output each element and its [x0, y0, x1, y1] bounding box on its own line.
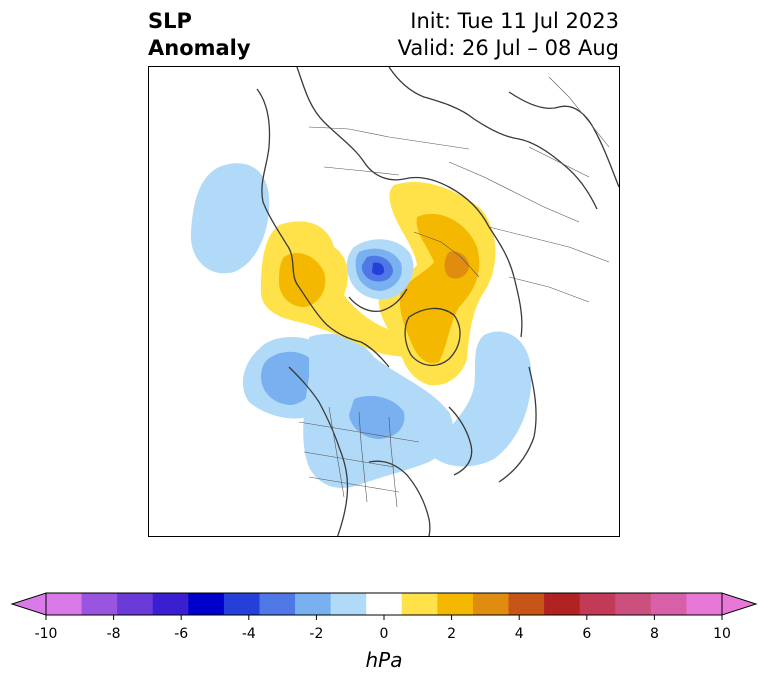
anomaly-neg-atlantic	[429, 331, 532, 467]
colorbar-swatch	[117, 593, 154, 615]
colorbar-swatch	[437, 593, 474, 615]
title-subtitle: Anomaly	[148, 36, 251, 60]
colorbar-swatch	[401, 593, 438, 615]
colorbar-units: hPa	[365, 648, 403, 672]
anomaly-neg-alaska-core	[261, 351, 318, 405]
anomaly-neg-hudson-core	[349, 395, 405, 439]
title-left: SLP Anomaly	[148, 8, 251, 62]
map-panel	[148, 66, 620, 537]
title-variable: SLP	[148, 9, 192, 33]
colorbar-tick-label: 8	[650, 626, 659, 642]
valid-range: Valid: 26 Jul – 08 Aug	[397, 36, 619, 60]
anomaly-map	[190, 67, 619, 536]
colorbar-swatch	[46, 593, 83, 615]
anomaly-neg-arctic-peak	[372, 262, 385, 275]
colorbar-extend-low	[10, 592, 47, 616]
colorbar-swatch	[223, 593, 260, 615]
colorbar-tick-label: 0	[380, 626, 389, 642]
colorbar-swatch	[508, 593, 545, 615]
colorbar-ticks: -10 -8 -6 -4 -2 0 2 4 6 8 10	[35, 615, 731, 642]
colorbar-tick-label: 10	[713, 626, 731, 642]
colorbar-tick-label: -10	[35, 626, 58, 642]
colorbar-tick-label: 4	[515, 626, 524, 642]
colorbar-swatch	[330, 593, 367, 615]
colorbar-swatch	[259, 593, 296, 615]
colorbar-swatch	[188, 593, 225, 615]
country-borders	[298, 76, 610, 508]
colorbar-swatch	[650, 593, 687, 615]
colorbar-swatch	[686, 593, 723, 615]
colorbar-swatch	[615, 593, 652, 615]
anomaly-neg-pacific	[190, 163, 270, 274]
colorbar-tick-label: 6	[582, 626, 591, 642]
anomaly-pos-pacific-core	[279, 252, 326, 307]
colorbar-tick-label: -2	[309, 626, 323, 642]
colorbar-extend-high	[721, 592, 758, 616]
anomaly-pos-europe-core	[399, 213, 480, 364]
colorbar: -10 -8 -6 -4 -2 0 2 4 6 8 10	[10, 592, 758, 642]
colorbar-tick-label: -4	[242, 626, 256, 642]
colorbar-tick-label: -6	[174, 626, 188, 642]
colorbar-swatch	[295, 593, 332, 615]
colorbar-swatch	[81, 593, 118, 615]
colorbar-tick-label: -8	[107, 626, 121, 642]
colorbar-swatch	[152, 593, 189, 615]
colorbar-tick-label: 2	[447, 626, 456, 642]
title-right: Init: Tue 11 Jul 2023 Valid: 26 Jul – 08…	[398, 8, 619, 62]
colorbar-swatch	[544, 593, 581, 615]
coastlines	[256, 67, 619, 536]
colorbar-swatch	[472, 593, 510, 615]
colorbar-swatch	[579, 593, 616, 615]
init-date: Init: Tue 11 Jul 2023	[410, 9, 619, 33]
colorbar-swatches	[10, 592, 758, 616]
colorbar-swatch	[366, 593, 403, 615]
anomaly-pos-europe-peak	[444, 251, 469, 279]
